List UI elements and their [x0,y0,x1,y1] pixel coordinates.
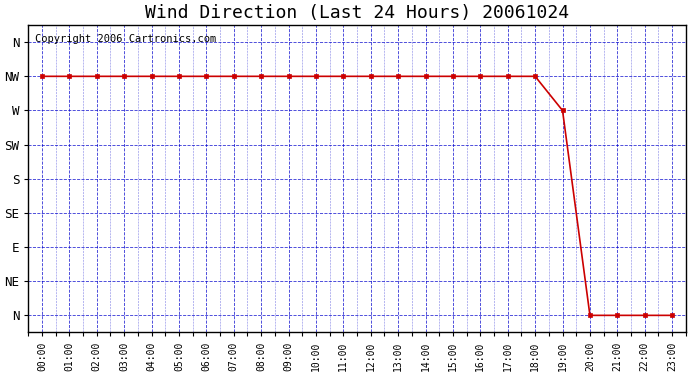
Text: Copyright 2006 Cartronics.com: Copyright 2006 Cartronics.com [34,34,216,44]
Title: Wind Direction (Last 24 Hours) 20061024: Wind Direction (Last 24 Hours) 20061024 [145,4,569,22]
